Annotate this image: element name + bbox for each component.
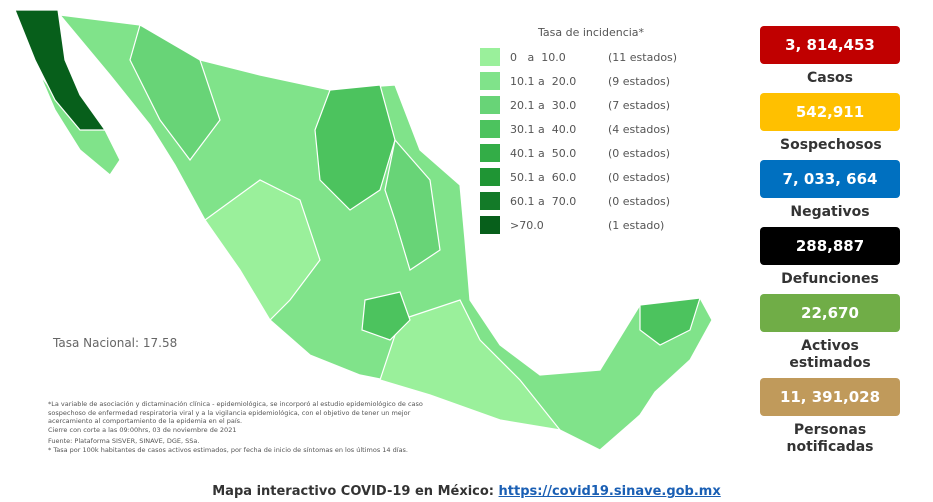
stats: 3, 814,453 Casos 542,911 Sospechosos 7, 033,… — [760, 26, 900, 462]
legend-range: 50.1 a 60.0 — [510, 170, 577, 184]
footer: Mapa interactivo COVID-19 en México: htt… — [0, 484, 933, 499]
stat-label: Sospechosos — [780, 137, 882, 153]
stat: 288,887 Defunciones — [760, 227, 900, 288]
region — [204, 179, 321, 321]
region — [129, 24, 221, 161]
legend-item: 20.1 a 30.0 (7 estados) — [480, 93, 677, 117]
stat-label: Negativos — [790, 204, 870, 220]
legend-swatch — [480, 48, 500, 66]
region — [384, 138, 441, 271]
legend-count: (0 estados) — [608, 146, 671, 160]
legend-item: 60.1 a 70.0 (0 estados) — [480, 189, 677, 213]
footer-text: Mapa interactivo COVID-19 en México: — [212, 484, 495, 499]
national-rate: Tasa Nacional: 17.58 — [53, 336, 178, 350]
stat-label: Activos estimados — [789, 338, 871, 371]
legend-range: >70.0 — [510, 218, 544, 232]
legend-count: (0 estados) — [608, 170, 671, 184]
legend-range: 30.1 a 40.0 — [510, 122, 577, 136]
legend-item: 10.1 a 20.0 (9 estados) — [480, 69, 677, 93]
map — [14, 9, 713, 451]
legend-title: Tasa de incidencia* — [538, 26, 645, 39]
legend-swatch — [480, 192, 500, 210]
legend-count: (0 estados) — [608, 194, 671, 208]
stat: 7, 033, 664 Negativos — [760, 160, 900, 221]
legend-swatch — [480, 72, 500, 90]
region — [361, 291, 411, 341]
legend-swatch — [480, 168, 500, 186]
region — [314, 84, 396, 211]
legend-range: 10.1 a 20.0 — [510, 74, 577, 88]
stat: 542,911 Sospechosos — [760, 93, 900, 154]
legend-swatch — [480, 216, 500, 234]
legend-count: (11 estados) — [608, 50, 678, 64]
note: Cierre con corte a las 09:00hrs, 03 de n… — [48, 425, 237, 434]
legend-item: 50.1 a 60.0 (0 estados) — [480, 165, 677, 189]
stat-value: 288,887 — [760, 227, 900, 265]
legend-range: 40.1 a 50.0 — [510, 146, 577, 160]
legend-range: 20.1 a 30.0 — [510, 98, 577, 112]
note: *La variable de asociación y dictaminaci… — [48, 400, 423, 425]
legend: Tasa de incidencia* 0 a 10.0 (11 estados)… — [480, 26, 677, 237]
legend-count: (4 estados) — [608, 122, 671, 136]
legend-swatch — [480, 96, 500, 114]
note: Fuente: Plataforma SISVER, SINAVE, DGE, … — [48, 437, 200, 445]
region — [639, 297, 701, 346]
stat: 22,670 Activos estimados — [760, 294, 900, 372]
stat-label: Personas notificadas — [786, 422, 874, 455]
legend-item: 30.1 a 40.0 (4 estados) — [480, 117, 677, 141]
stat-value: 11, 391,028 — [760, 378, 900, 416]
region — [14, 9, 107, 131]
stat-value: 22,670 — [760, 294, 900, 332]
stat: 3, 814,453 Casos — [760, 26, 900, 87]
note: * Tasa por 100k habitantes de casos acti… — [48, 445, 409, 454]
legend-count: (9 estados) — [608, 74, 671, 88]
legend-count: (7 estados) — [608, 98, 671, 112]
footer-link[interactable]: https://covid19.sinave.gob.mx — [498, 484, 721, 499]
stat-label: Defunciones — [781, 271, 879, 287]
legend-item: 0 a 10.0 (11 estados) — [480, 45, 677, 69]
legend-range: 0 a 10.0 — [510, 50, 566, 64]
notes: *La variable de asociación y dictaminaci… — [48, 400, 428, 454]
stat-label: Casos — [806, 70, 853, 86]
legend-item: 40.1 a 50.0 (0 estados) — [480, 141, 677, 165]
stat-value: 3, 814,453 — [760, 26, 900, 64]
region — [379, 299, 562, 431]
legend-rows: 0 a 10.0 (11 estados) 10.1 a 20.0 (9 estado… — [480, 45, 677, 237]
legend-count: (1 estado) — [608, 218, 665, 232]
legend-item: >70.0 (1 estado) — [480, 213, 677, 237]
legend-swatch — [480, 120, 500, 138]
stat-value: 542,911 — [760, 93, 900, 131]
stat: 11, 391,028 Personas notificadas — [760, 378, 900, 456]
legend-swatch — [480, 144, 500, 162]
stat-value: 7, 033, 664 — [760, 160, 900, 198]
legend-range: 60.1 a 70.0 — [510, 194, 577, 208]
